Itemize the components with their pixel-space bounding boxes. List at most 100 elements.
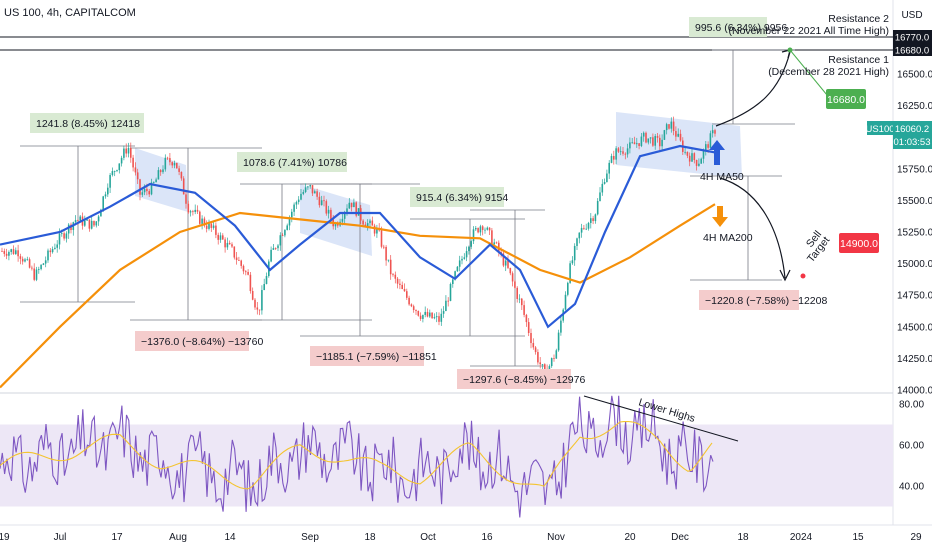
candle-body bbox=[166, 157, 169, 159]
candle bbox=[385, 245, 387, 266]
candle bbox=[208, 219, 210, 231]
candle bbox=[212, 222, 215, 230]
candle-body bbox=[691, 153, 693, 162]
time-tick-label: Sep bbox=[301, 532, 319, 543]
candle bbox=[560, 316, 562, 336]
candle-body bbox=[58, 233, 61, 245]
candle-body bbox=[95, 221, 98, 226]
candle-body bbox=[90, 220, 93, 229]
candle-body bbox=[514, 281, 516, 288]
candle bbox=[238, 256, 240, 261]
candle-body bbox=[238, 259, 240, 261]
candle bbox=[550, 357, 553, 368]
candle bbox=[281, 233, 284, 237]
candle-body bbox=[525, 314, 528, 323]
candle bbox=[429, 309, 431, 318]
candle-body bbox=[486, 227, 489, 230]
ma50-label: 4H MA50 bbox=[700, 171, 744, 183]
ma50-line bbox=[0, 144, 716, 329]
candle-body bbox=[410, 304, 413, 307]
candle bbox=[431, 312, 433, 319]
candle-body bbox=[17, 250, 19, 257]
candle bbox=[228, 240, 231, 245]
candle-body bbox=[463, 257, 466, 259]
time-tick-label: 2024 bbox=[790, 532, 813, 543]
candle-body bbox=[196, 209, 199, 212]
candle-body bbox=[465, 251, 468, 258]
currency-label[interactable]: USD bbox=[901, 10, 922, 21]
candle-body bbox=[233, 246, 236, 258]
candle bbox=[320, 195, 323, 206]
candle-body bbox=[394, 274, 397, 279]
candle bbox=[396, 277, 399, 289]
candle bbox=[251, 287, 254, 301]
candle bbox=[21, 256, 24, 265]
candle bbox=[134, 162, 137, 176]
candle-body bbox=[438, 316, 440, 322]
target-leader-line bbox=[789, 49, 828, 96]
ma200-label: 4H MA200 bbox=[703, 232, 753, 244]
candle-body bbox=[130, 148, 132, 158]
candle bbox=[233, 246, 236, 260]
candle-body bbox=[182, 178, 185, 195]
candle bbox=[686, 151, 689, 159]
time-tick-label: Dec bbox=[671, 532, 689, 543]
candle bbox=[532, 338, 535, 350]
candle-body bbox=[150, 182, 153, 195]
candle bbox=[585, 223, 587, 231]
candle-body bbox=[594, 214, 597, 222]
candle-body bbox=[192, 211, 194, 213]
candle bbox=[530, 328, 532, 349]
candle-body bbox=[222, 235, 224, 240]
candle-body bbox=[249, 274, 252, 292]
candle bbox=[295, 200, 298, 209]
candle-body bbox=[327, 209, 330, 214]
candle-body bbox=[12, 249, 15, 254]
candle-body bbox=[560, 320, 562, 333]
time-tick-label: Aug bbox=[169, 532, 187, 543]
candle bbox=[495, 241, 498, 244]
measure-box-down-1: −1376.0 (−8.64%) −13760 bbox=[135, 331, 263, 351]
level-tag: 16770.0 bbox=[893, 30, 932, 44]
candle bbox=[56, 240, 58, 253]
candle bbox=[654, 133, 656, 150]
candle-body bbox=[136, 172, 139, 180]
candle-body bbox=[479, 226, 482, 233]
candle-body bbox=[215, 225, 217, 235]
candle-body bbox=[638, 143, 640, 147]
candle bbox=[544, 363, 546, 370]
candle bbox=[274, 247, 277, 251]
candle bbox=[180, 171, 183, 181]
candle-body bbox=[679, 133, 682, 141]
candle bbox=[291, 208, 293, 223]
candle-body bbox=[709, 133, 712, 148]
candle-body bbox=[261, 290, 263, 311]
candle bbox=[656, 132, 659, 143]
candle-body bbox=[265, 276, 268, 284]
candle-body bbox=[270, 249, 272, 262]
candle bbox=[155, 177, 157, 183]
price-badge-countdown: 01:03:53 bbox=[894, 137, 931, 148]
candle-body bbox=[576, 238, 578, 246]
candle-body bbox=[323, 200, 325, 202]
candle-body bbox=[693, 153, 696, 160]
candle-body bbox=[491, 230, 493, 245]
sell-point bbox=[800, 273, 806, 279]
candle bbox=[578, 232, 581, 244]
candle bbox=[33, 263, 35, 282]
chart-title: US 100, 4h, CAPITALCOM bbox=[4, 7, 136, 19]
candle bbox=[481, 225, 484, 236]
candle-body bbox=[608, 162, 610, 174]
candle bbox=[412, 304, 415, 313]
candle-body bbox=[675, 131, 677, 137]
candle bbox=[265, 272, 268, 285]
candle bbox=[286, 223, 288, 231]
candle bbox=[539, 357, 541, 369]
candle bbox=[663, 129, 666, 141]
candle bbox=[258, 309, 261, 316]
lower-highs-trendline bbox=[583, 395, 739, 442]
candle bbox=[182, 176, 185, 195]
candle-body bbox=[380, 230, 383, 247]
candle bbox=[111, 167, 114, 177]
candle bbox=[523, 300, 525, 318]
